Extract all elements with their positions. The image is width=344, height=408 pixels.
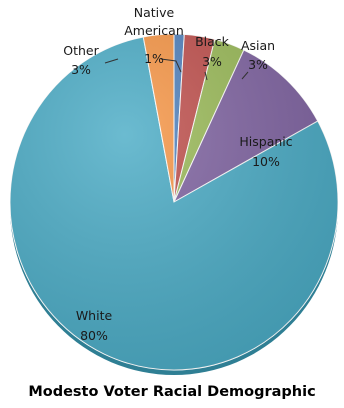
leader-line-other [104, 58, 119, 64]
leader-line-black [204, 71, 208, 81]
data-label-hispanic-value: 10% [252, 154, 280, 169]
data-label-white-name: White [76, 308, 113, 323]
pie-slices [9, 33, 339, 371]
leader-line-native [160, 58, 182, 73]
chart-title: Modesto Voter Racial Demographic [28, 384, 315, 400]
data-label-black-name: Black [195, 34, 230, 49]
data-label-hispanic-name: Hispanic [239, 134, 292, 149]
data-label-asian-name: Asian [241, 38, 275, 53]
data-label-other-name: Other [63, 43, 99, 58]
data-label-native-1: Native [134, 5, 175, 20]
data-label-white-value: 80% [80, 328, 108, 343]
data-label-native-3: 1% [144, 51, 164, 66]
leader-line-asian [241, 71, 249, 80]
data-label-black-value: 3% [202, 54, 222, 69]
data-label-asian-value: 3% [248, 57, 268, 72]
data-label-other-value: 3% [71, 62, 91, 77]
data-label-native-2: American [124, 23, 184, 38]
